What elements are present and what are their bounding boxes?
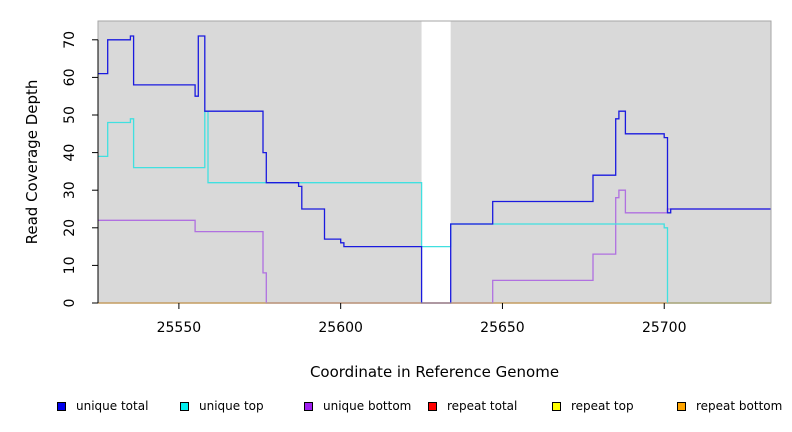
legend-label-repeat-top: repeat top <box>571 399 634 413</box>
legend-swatch-repeat-total <box>428 401 437 411</box>
legend-swatch-repeat-bottom <box>677 401 686 411</box>
x-tick-label: 25650 <box>480 320 525 336</box>
legend: unique total unique top unique bottom re… <box>0 399 792 419</box>
legend-item-repeat-total: repeat total <box>428 399 517 413</box>
y-axis-title: Read Coverage Depth <box>23 80 41 245</box>
y-tick-label: 60 <box>62 68 78 86</box>
y-tick-label: 50 <box>62 106 78 124</box>
series-line-unique-total <box>98 35 771 304</box>
legend-swatch-unique-bottom <box>304 401 313 411</box>
legend-item-unique-total: unique total <box>57 399 148 413</box>
y-tick-label: 30 <box>62 181 78 199</box>
series-line-unique-top <box>98 110 771 304</box>
coverage-chart: 25550 25600 25650 25700 0 10 20 30 40 50 60 70 Coo… <box>23 20 772 381</box>
x-tick-label: 25550 <box>157 320 202 336</box>
y-tick-label: 20 <box>62 219 78 237</box>
y-tick-label: 70 <box>62 31 78 49</box>
legend-label-unique-bottom: unique bottom <box>323 399 412 413</box>
y-tick-label: 40 <box>62 144 78 162</box>
legend-item-repeat-top: repeat top <box>552 399 634 413</box>
x-tick-label: 25600 <box>318 320 363 336</box>
legend-label-repeat-total: repeat total <box>447 399 518 413</box>
legend-label-unique-top: unique top <box>199 399 264 413</box>
x-tick-label: 25700 <box>642 320 687 336</box>
legend-label-unique-total: unique total <box>76 399 149 413</box>
y-tick-label: 10 <box>62 256 78 274</box>
y-axis: 0 10 20 30 40 50 60 70 <box>62 31 99 308</box>
legend-swatch-repeat-top <box>552 401 561 411</box>
legend-swatch-unique-total <box>57 401 66 411</box>
legend-item-repeat-bottom: repeat bottom <box>677 399 782 413</box>
legend-swatch-unique-top <box>180 401 189 411</box>
series-line-unique-bottom <box>98 189 771 304</box>
gap-region <box>421 21 451 303</box>
x-axis-title: Coordinate in Reference Genome <box>310 363 559 381</box>
x-axis: 25550 25600 25650 25700 <box>157 303 687 336</box>
legend-label-repeat-bottom: repeat bottom <box>696 399 783 413</box>
legend-item-unique-top: unique top <box>180 399 264 413</box>
legend-item-unique-bottom: unique bottom <box>304 399 411 413</box>
y-tick-label: 0 <box>62 299 78 308</box>
